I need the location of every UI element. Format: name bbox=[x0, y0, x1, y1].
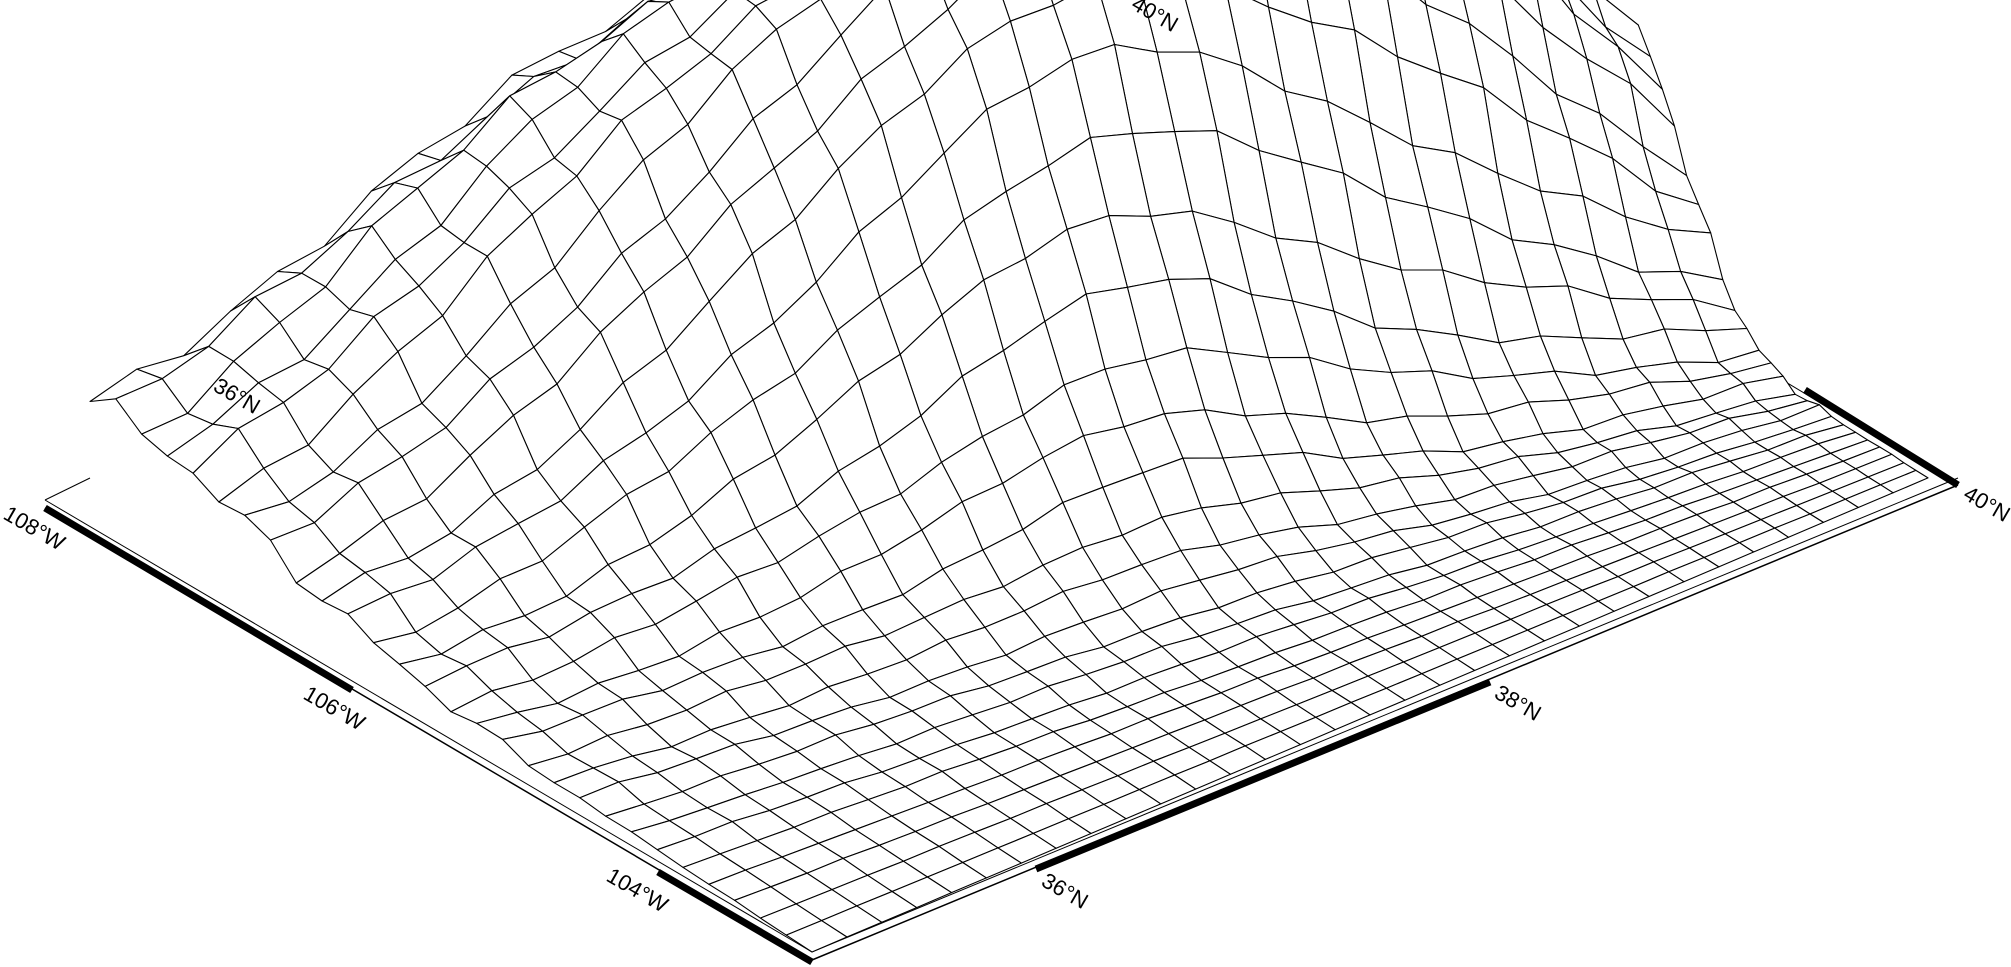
back-left-edge bbox=[44, 477, 91, 501]
tick-label-40n-front: 40°N bbox=[1960, 481, 2011, 527]
tick-label-106w: 106°W bbox=[300, 681, 370, 736]
lon-axis-bar-2 bbox=[656, 868, 814, 966]
elevation-mesh bbox=[89, 0, 1929, 953]
mesh-cell bbox=[785, 920, 848, 953]
lat-axis-bar-1 bbox=[1034, 678, 1492, 873]
lon-axis-bar-1 bbox=[43, 504, 354, 694]
back-right-bar bbox=[1803, 387, 1960, 488]
map-frame bbox=[43, 264, 1960, 966]
tick-label-38n-front: 38°N bbox=[1491, 680, 1546, 726]
tick-label-36n-front: 36°N bbox=[1038, 868, 1093, 914]
